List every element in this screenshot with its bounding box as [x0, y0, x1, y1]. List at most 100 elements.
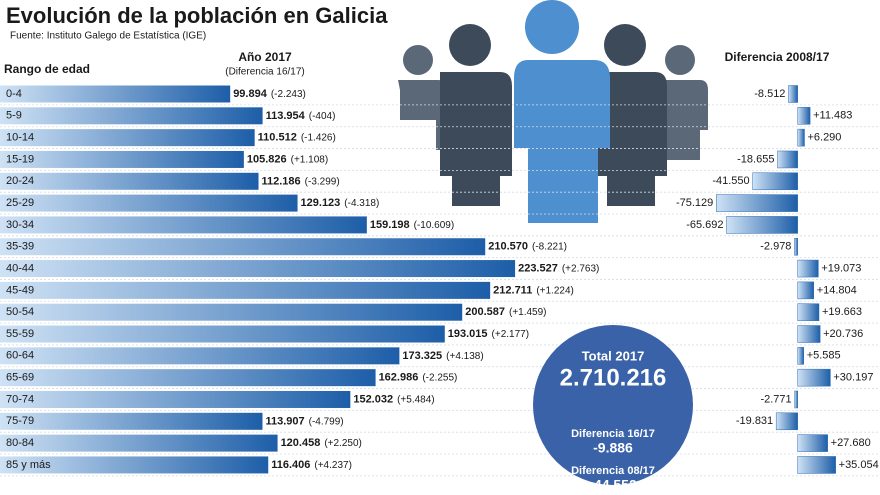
category-label: 80-84 — [6, 437, 34, 449]
value: 112.186 — [262, 175, 301, 187]
value: 113.954 — [266, 110, 306, 122]
bar — [794, 390, 798, 409]
bar — [797, 368, 831, 387]
category-label: 65-69 — [6, 372, 34, 384]
bar — [0, 129, 255, 147]
category-label: 35-39 — [6, 241, 34, 253]
change: (-4.318) — [344, 198, 379, 209]
category-label: 15-19 — [6, 153, 34, 165]
change: (+1.108) — [291, 154, 329, 165]
category-label: 10-14 — [6, 132, 34, 144]
category-label: 50-54 — [6, 306, 34, 318]
bar — [797, 281, 814, 300]
value: 152.032 — [353, 393, 393, 405]
total-label: Diferencia 16/17 — [571, 428, 655, 440]
change: (+2.250) — [324, 438, 362, 449]
change: (-10.609) — [414, 220, 455, 231]
bar — [794, 237, 798, 256]
value: 200.587 — [465, 306, 505, 318]
bar — [716, 194, 798, 212]
total-label: Total 2017 — [582, 348, 645, 363]
category-label: 30-34 — [6, 219, 34, 231]
bar — [797, 107, 811, 125]
value-label: 200.587 (+1.459) — [465, 306, 546, 318]
value: 120.458 — [281, 437, 321, 449]
value-label: 99.894 (-2.243) — [233, 88, 306, 100]
value-label: 223.527 (+2.763) — [518, 262, 599, 274]
value: 129.123 — [301, 197, 341, 209]
value-label: 210.570 (-8.221) — [488, 241, 567, 253]
bar — [797, 259, 819, 278]
category-label: 5-9 — [6, 110, 22, 122]
value: 99.894 — [233, 88, 268, 100]
change: (+2.177) — [492, 329, 530, 340]
change: (+1.459) — [509, 307, 547, 318]
bar — [0, 325, 445, 343]
bar — [0, 369, 376, 387]
value: 113.907 — [265, 415, 304, 427]
value: 116.406 — [271, 459, 310, 471]
total-value: -9.886 — [593, 440, 633, 456]
value-label: 162.986 (-2.255) — [379, 372, 458, 384]
chart-title: Evolución de la población en Galicia — [6, 3, 388, 28]
value: 193.015 — [448, 328, 488, 340]
value-label: 212.711 (+1.224) — [493, 284, 574, 296]
total-value: 2.710.216 — [560, 364, 667, 391]
totals-circle — [533, 325, 693, 485]
value-label: 112.186 (-3.299) — [262, 175, 340, 187]
value: 105.826 — [247, 153, 287, 165]
bar — [0, 107, 263, 125]
total-value: -44.552 — [589, 477, 637, 493]
bar — [726, 216, 798, 234]
value-label: -18.655 — [737, 153, 774, 165]
value-label: 120.458 (+2.250) — [281, 437, 362, 449]
value: 212.711 — [493, 284, 532, 296]
value-label: +14.804 — [817, 284, 857, 296]
value-label: 159.198 (-10.609) — [370, 219, 454, 231]
value-label: +19.073 — [821, 262, 861, 274]
value-label: 129.123 (-4.318) — [301, 197, 380, 209]
change: (+5.484) — [397, 394, 435, 405]
value: 159.198 — [370, 219, 410, 231]
value: 162.986 — [379, 372, 419, 384]
value-label: -65.692 — [686, 219, 723, 231]
category-label: 55-59 — [6, 328, 34, 340]
bar — [0, 194, 298, 212]
bar — [0, 172, 259, 190]
value: 210.570 — [488, 241, 528, 253]
change: (-1.426) — [301, 132, 336, 143]
value-label: +6.290 — [807, 132, 841, 144]
bar — [797, 347, 804, 365]
value-label: 110.512 (-1.426) — [258, 132, 336, 144]
change: (-2.255) — [422, 372, 457, 383]
value-label: 193.015 (+2.177) — [448, 328, 529, 340]
bar — [0, 281, 491, 299]
bar — [0, 150, 244, 168]
category-label: 75-79 — [6, 415, 34, 427]
bar — [0, 347, 400, 365]
value-label: 173.325 (+4.138) — [402, 350, 483, 362]
value-label: -2.978 — [760, 241, 791, 253]
value-label: +27.680 — [831, 437, 871, 449]
value-label: +19.663 — [822, 306, 862, 318]
category-label: 25-29 — [6, 197, 34, 209]
bar — [0, 238, 486, 256]
change: (-4.799) — [309, 416, 344, 427]
panel-title: Diferencia 2008/17 — [725, 50, 830, 64]
value-label: -19.831 — [736, 415, 773, 427]
y-axis-label: Rango de edad — [4, 62, 90, 76]
change: (+4.138) — [446, 350, 484, 361]
value-label: 152.032 (+5.484) — [353, 393, 434, 405]
value-label: 105.826 (+1.108) — [247, 153, 328, 165]
change: (+1.224) — [536, 285, 574, 296]
value-label: +30.197 — [833, 372, 873, 384]
value: 173.325 — [402, 350, 442, 362]
bar — [0, 216, 367, 234]
category-label: 70-74 — [6, 393, 34, 405]
people-illustration — [398, 0, 708, 223]
value: 223.527 — [518, 262, 558, 274]
bar — [797, 456, 836, 474]
value-label: +11.483 — [813, 110, 852, 122]
bar — [0, 85, 231, 103]
